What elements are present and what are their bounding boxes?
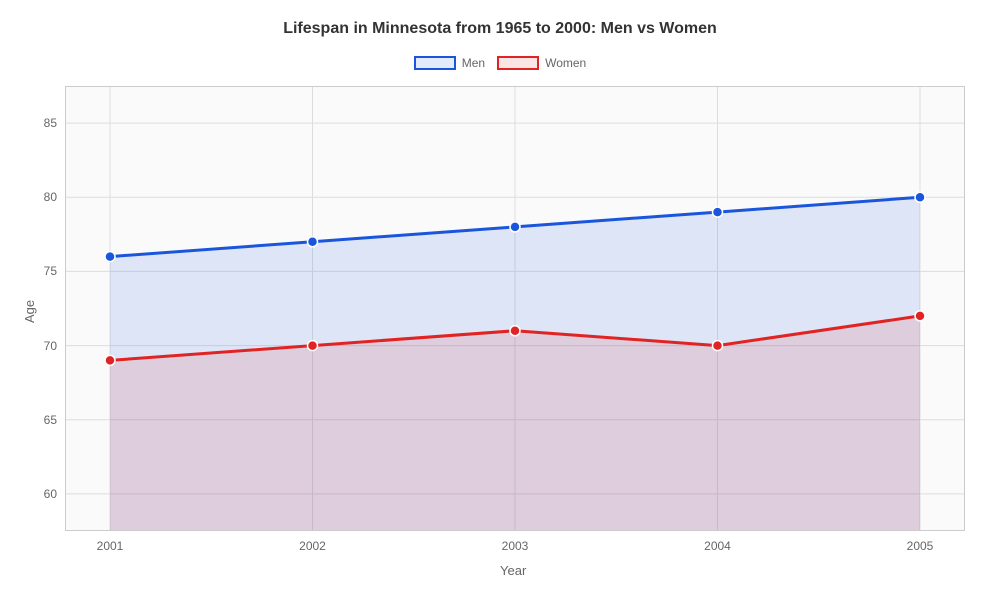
legend: Men Women [0, 56, 1000, 75]
data-point[interactable] [308, 341, 318, 351]
plot-area [65, 86, 965, 531]
data-point[interactable] [105, 252, 115, 262]
x-axis-title: Year [500, 563, 526, 578]
y-tick-label: 75 [44, 264, 57, 278]
x-tick-label: 2002 [293, 539, 333, 553]
data-point[interactable] [510, 222, 520, 232]
data-point[interactable] [713, 207, 723, 217]
legend-item-men[interactable]: Men [414, 56, 485, 70]
data-point[interactable] [915, 192, 925, 202]
x-tick-label: 2003 [495, 539, 535, 553]
y-tick-label: 80 [44, 190, 57, 204]
legend-swatch [497, 56, 539, 70]
data-point[interactable] [713, 341, 723, 351]
y-tick-label: 85 [44, 116, 57, 130]
data-point[interactable] [915, 311, 925, 321]
x-tick-label: 2005 [900, 539, 940, 553]
y-tick-label: 70 [44, 339, 57, 353]
legend-swatch [414, 56, 456, 70]
x-tick-label: 2004 [698, 539, 738, 553]
legend-label: Women [545, 56, 586, 70]
chart-container: Lifespan in Minnesota from 1965 to 2000:… [0, 0, 1000, 600]
legend-item-women[interactable]: Women [497, 56, 586, 70]
chart-svg [65, 86, 965, 531]
y-axis-title: Age [22, 299, 37, 322]
data-point[interactable] [105, 355, 115, 365]
chart-title: Lifespan in Minnesota from 1965 to 2000:… [0, 20, 1000, 38]
legend-label: Men [462, 56, 485, 70]
data-point[interactable] [308, 237, 318, 247]
y-tick-label: 60 [44, 487, 57, 501]
y-tick-label: 65 [44, 413, 57, 427]
data-point[interactable] [510, 326, 520, 336]
x-tick-label: 2001 [90, 539, 130, 553]
